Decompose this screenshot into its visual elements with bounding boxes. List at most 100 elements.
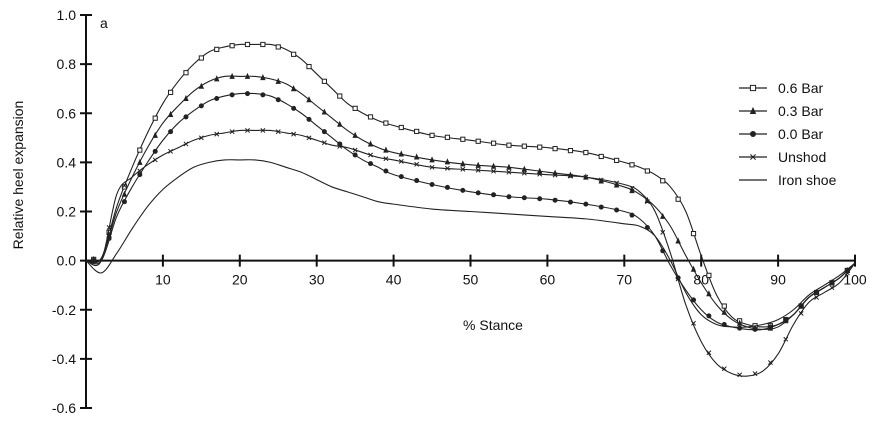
data-point-square bbox=[275, 44, 281, 50]
data-point-circle bbox=[414, 178, 420, 184]
data-point-triangle bbox=[506, 163, 512, 170]
data-point-x bbox=[352, 147, 358, 153]
y-tick-label: -0.2 bbox=[52, 302, 76, 318]
data-point-triangle bbox=[413, 153, 420, 160]
data-point-square bbox=[260, 41, 266, 48]
data-point-x bbox=[245, 127, 250, 133]
data-point-circle bbox=[491, 192, 497, 198]
data-point-triangle bbox=[429, 156, 435, 163]
data-point-x bbox=[844, 270, 850, 276]
data-point-square bbox=[475, 138, 481, 144]
data-point-square bbox=[167, 89, 174, 95]
data-point-circle bbox=[368, 161, 374, 167]
data-point-triangle bbox=[260, 74, 266, 81]
data-point-circle bbox=[121, 199, 127, 205]
x-tick-label: 20 bbox=[232, 272, 248, 288]
data-point-x bbox=[368, 152, 373, 158]
data-point-triangle bbox=[152, 131, 158, 138]
x-tick-label: 10 bbox=[155, 272, 171, 288]
data-point-triangle bbox=[721, 308, 727, 315]
data-point-triangle bbox=[383, 146, 389, 153]
data-point-x bbox=[506, 169, 512, 175]
data-point-triangle bbox=[121, 190, 128, 197]
data-point-triangle bbox=[690, 265, 697, 272]
y-tick-label: 0.4 bbox=[57, 154, 77, 170]
x-tick-label: 40 bbox=[386, 272, 402, 288]
legend-label: 0.3 Bar bbox=[778, 103, 823, 119]
data-point-square bbox=[583, 149, 589, 156]
series-0-3-bar bbox=[85, 72, 856, 331]
data-point-x bbox=[783, 336, 789, 342]
panel-label: a bbox=[100, 15, 108, 31]
data-point-circle bbox=[275, 97, 281, 103]
legend-item-0-3-bar: 0.3 Bar bbox=[739, 103, 823, 119]
x-tick-label: 100 bbox=[843, 272, 867, 288]
data-point-triangle bbox=[229, 72, 235, 79]
data-point-square bbox=[244, 41, 251, 48]
data-point-x bbox=[337, 143, 343, 149]
data-point-x bbox=[767, 360, 773, 366]
data-point-square bbox=[367, 114, 374, 120]
data-point-x bbox=[414, 161, 420, 167]
data-point-circle bbox=[475, 190, 481, 196]
data-point-square bbox=[337, 93, 343, 99]
data-point-x bbox=[691, 320, 696, 326]
data-point-square bbox=[721, 303, 727, 309]
data-point-circle bbox=[583, 201, 589, 207]
legend-item-unshod: Unshod bbox=[739, 149, 826, 165]
data-point-square bbox=[660, 178, 666, 184]
series-line bbox=[85, 43, 856, 328]
legend-label: Unshod bbox=[778, 149, 826, 165]
y-tick-label: 0.6 bbox=[57, 105, 77, 121]
data-point-x bbox=[644, 199, 650, 205]
y-tick-label: 0.8 bbox=[57, 56, 77, 72]
data-point-circle bbox=[567, 199, 573, 205]
data-point-x bbox=[660, 229, 666, 235]
data-point-x bbox=[229, 129, 235, 135]
data-point-x bbox=[706, 350, 712, 356]
data-point-circle bbox=[383, 168, 389, 174]
data-point-triangle bbox=[290, 85, 297, 92]
data-point-x bbox=[214, 131, 220, 137]
data-point-square bbox=[749, 84, 757, 92]
y-tick-label: 0.0 bbox=[57, 253, 77, 269]
data-point-circle bbox=[752, 326, 758, 332]
data-point-x bbox=[568, 173, 573, 179]
legend-item-iron-shoe: Iron shoe bbox=[739, 172, 837, 188]
data-point-circle bbox=[198, 103, 204, 109]
data-point-x bbox=[798, 310, 804, 316]
data-point-x bbox=[429, 164, 435, 170]
data-point-x bbox=[168, 148, 174, 154]
x-tick-label: 70 bbox=[617, 272, 633, 288]
data-point-circle bbox=[306, 116, 312, 122]
data-point-circle bbox=[798, 303, 804, 309]
data-point-circle bbox=[168, 129, 174, 135]
data-point-x bbox=[91, 258, 97, 264]
series-0-0-bar bbox=[85, 91, 856, 332]
data-point-triangle bbox=[706, 290, 712, 297]
series-line bbox=[85, 92, 856, 331]
data-point-square bbox=[521, 143, 527, 149]
data-point-x bbox=[152, 157, 158, 163]
data-point-square bbox=[321, 78, 327, 84]
data-point-triangle bbox=[367, 140, 374, 147]
data-point-triangle bbox=[536, 167, 543, 174]
data-point-triangle bbox=[660, 212, 666, 219]
data-point-circle bbox=[598, 204, 604, 210]
data-point-square bbox=[444, 134, 451, 140]
data-point-x bbox=[552, 172, 558, 178]
data-point-square bbox=[214, 46, 220, 52]
data-point-circle bbox=[260, 92, 266, 98]
legend-label: 0.6 Bar bbox=[778, 80, 823, 96]
data-point-circle bbox=[152, 148, 158, 154]
data-point-square bbox=[490, 140, 497, 146]
data-point-triangle bbox=[352, 131, 358, 138]
data-point-square bbox=[552, 146, 558, 152]
data-point-x bbox=[829, 285, 835, 291]
data-point-square bbox=[429, 132, 435, 138]
data-point-circle bbox=[429, 181, 435, 187]
data-point-x bbox=[614, 180, 620, 186]
series-unshod bbox=[85, 127, 856, 378]
data-point-triangle bbox=[629, 187, 635, 194]
